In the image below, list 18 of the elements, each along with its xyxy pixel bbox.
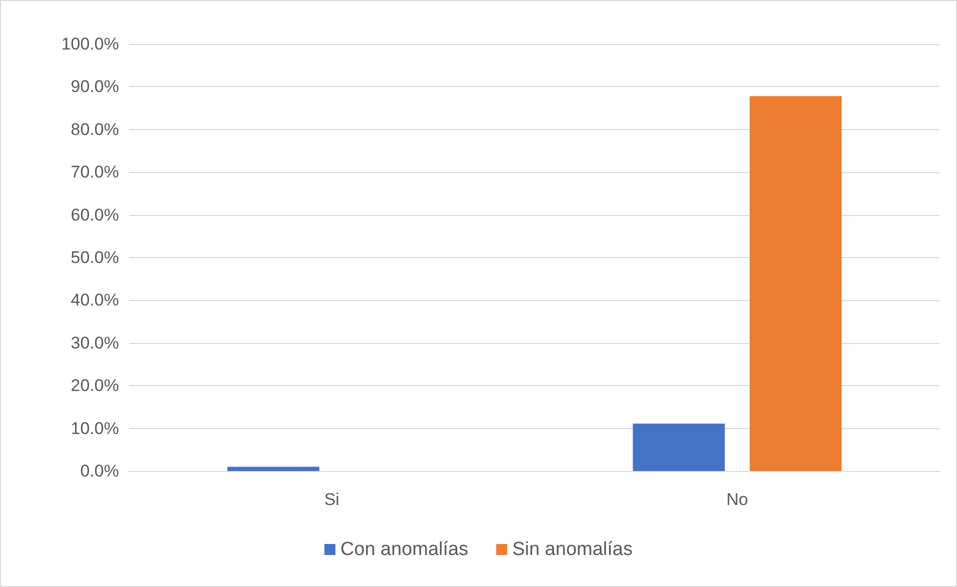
bar xyxy=(227,466,320,471)
y-tick-label: 80.0% xyxy=(70,120,119,139)
legend-label: Con anomalías xyxy=(340,539,468,560)
y-tick-label: 90.0% xyxy=(70,77,119,96)
y-tick-label: 10.0% xyxy=(70,418,119,438)
bar xyxy=(750,96,842,471)
bar xyxy=(632,424,725,471)
y-tick-label: 70.0% xyxy=(70,162,119,182)
y-tick-label: 30.0% xyxy=(70,333,119,352)
y-tick-label: 40.0% xyxy=(70,290,119,310)
x-tick-label: No xyxy=(726,490,748,509)
y-tick-label: 50.0% xyxy=(70,248,119,267)
y-tick-label: 0.0% xyxy=(80,462,119,480)
legend-label: Sin anomalías xyxy=(512,539,633,560)
x-tick-label: Si xyxy=(324,490,340,509)
y-tick-label: 60.0% xyxy=(70,205,119,224)
y-tick-label: 100.0% xyxy=(61,34,119,54)
y-tick-label: 20.0% xyxy=(70,376,119,396)
